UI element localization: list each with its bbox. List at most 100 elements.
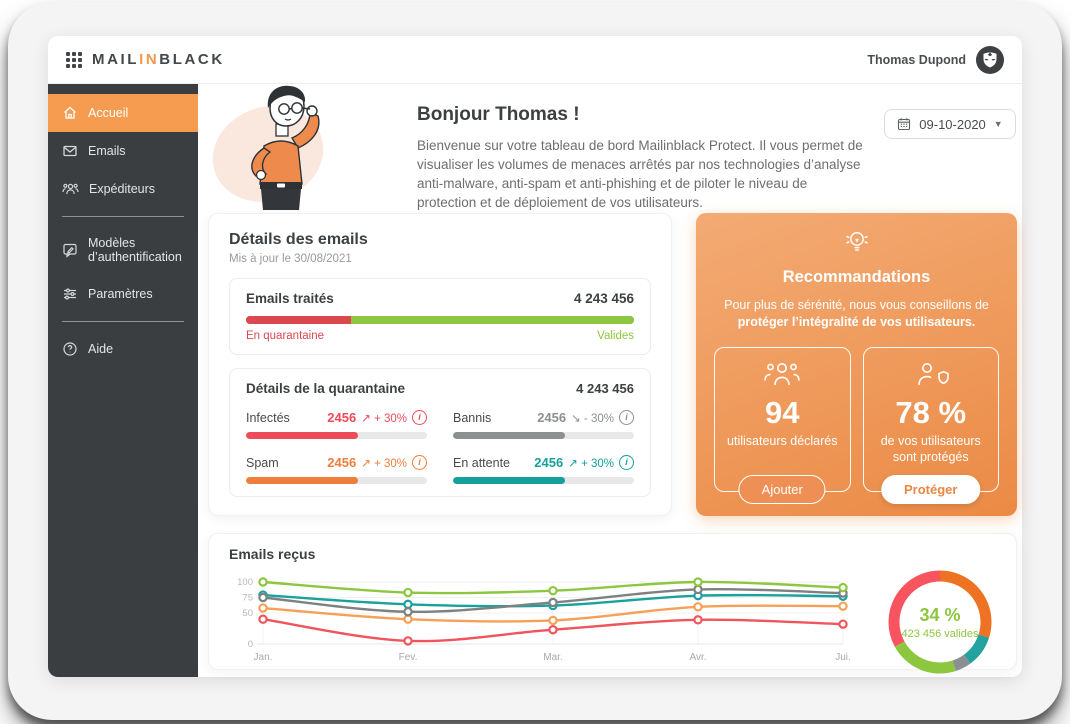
avatar[interactable]: [976, 45, 1004, 74]
sidebar-item-expediteurs[interactable]: Expéditeurs: [48, 170, 198, 208]
greeting-block: Bonjour Thomas ! Bienvenue sur votre tab…: [417, 104, 869, 212]
sidebar-item-aide[interactable]: Aide: [48, 330, 198, 368]
info-icon[interactable]: i: [412, 455, 427, 470]
svg-text:Jan.: Jan.: [254, 652, 273, 663]
auth-models-icon: [62, 242, 78, 258]
quarantine-label: En quarantaine: [246, 330, 325, 342]
svg-text:0: 0: [248, 639, 253, 650]
processed-bar: [246, 316, 634, 324]
valid-segment: [350, 316, 634, 324]
donut-chart: [888, 570, 992, 674]
details-updated: Mis à jour le 30/08/2021: [229, 253, 352, 265]
svg-text:100: 100: [237, 577, 253, 588]
protected-count: 78 %: [895, 395, 967, 430]
protected-label: de vos utilisateurs sont protégés: [880, 434, 981, 464]
quarantine-item-bannis: Bannis 2456 ↘ - 30% i: [453, 410, 634, 439]
welcome-illustration: [206, 78, 354, 210]
user-shield-icon: [917, 363, 949, 386]
home-icon: [62, 105, 78, 121]
declared-users-card: 94 utilisateurs déclarés Ajouter: [714, 347, 851, 504]
user-name: Thomas Dupond: [867, 52, 966, 67]
main-content: Bonjour Thomas ! Bienvenue sur votre tab…: [198, 84, 1022, 677]
recommendations-title: Recommandations: [782, 268, 931, 286]
valid-emails-donut: 34 % 423 456 valides: [884, 566, 996, 678]
quarantine-title: Détails de la quarantaine: [246, 381, 406, 396]
details-title: Détails des emails: [229, 231, 368, 248]
recommendations-body: Pour plus de sérénité, nous vous conseil…: [724, 298, 989, 329]
sidebar-item-label: Expéditeurs: [89, 182, 156, 196]
item-label: Spam: [246, 455, 279, 470]
protected-users-card: 78 % de vos utilisateurs sont protégés P…: [862, 347, 999, 504]
emails-processed-box: Emails traités 4 243 456 En quarantaine …: [229, 278, 651, 355]
users-group-icon: [764, 363, 801, 386]
item-bar: [453, 477, 566, 484]
date-value: 09-10-2020: [919, 116, 986, 132]
svg-text:50: 50: [242, 608, 253, 619]
svg-text:Avr.: Avr.: [689, 652, 706, 663]
sidebar-item-label: Paramètres: [88, 287, 153, 301]
sidebar-divider: [62, 321, 184, 322]
sidebar-item-label: Modèles d’authentification: [88, 236, 182, 264]
item-value: 2456: [534, 455, 564, 470]
logo-wordmark: MAILINBLACK: [92, 51, 225, 68]
svg-text:75: 75: [242, 593, 253, 604]
item-value: 2456: [327, 455, 357, 470]
svg-text:Fev.: Fev.: [399, 652, 418, 663]
app-header: MAILINBLACK Thomas Dupond: [48, 36, 1022, 84]
info-icon[interactable]: i: [412, 410, 427, 425]
item-bar: [246, 477, 359, 484]
processed-label: Emails traités: [246, 291, 334, 306]
sidebar-item-accueil[interactable]: Accueil: [48, 94, 198, 132]
item-bar: [246, 432, 359, 439]
add-users-button[interactable]: Ajouter: [738, 475, 826, 504]
grid-dots-icon: [66, 51, 82, 68]
mask-avatar-icon: [976, 45, 1004, 74]
declared-count: 94: [765, 395, 800, 430]
quarantine-item-spam: Spam 2456 ↗ + 30% i: [246, 455, 427, 484]
lightbulb-icon: [845, 232, 868, 251]
item-label: Bannis: [453, 410, 492, 425]
info-icon[interactable]: i: [619, 455, 634, 470]
trend-down-icon: ↘ - 30%: [571, 412, 614, 425]
item-label: Infectés: [246, 410, 290, 425]
settings-sliders-icon: [62, 286, 78, 302]
recommendations-card: Recommandations Pour plus de sérénité, n…: [696, 213, 1017, 516]
info-icon[interactable]: i: [619, 410, 634, 425]
item-label: En attente: [453, 455, 510, 470]
item-value: 2456: [537, 410, 567, 425]
date-picker[interactable]: 09-10-2020 ▼: [884, 109, 1016, 139]
sidebar-item-label: Emails: [88, 144, 126, 158]
app-window: MAILINBLACK Thomas Dupond Accueil: [48, 36, 1022, 677]
received-title: Emails reçus: [229, 546, 316, 562]
donut-percentage: 34 %: [919, 604, 961, 625]
greeting-body: Bienvenue sur votre tableau de bord Mail…: [417, 138, 863, 210]
sidebar: Accueil Emails Expéditeurs Modèles d’aut…: [48, 84, 198, 677]
emails-received-card: Emails reçus 0 50 75 100 Jan. Fev. Mar. Avr. Jui…: [208, 533, 1017, 674]
sidebar-divider: [62, 216, 184, 217]
svg-text:Jui.: Jui.: [835, 652, 851, 663]
donut-sublabel: 423 456 valides: [901, 627, 979, 640]
sidebar-item-label: Accueil: [88, 106, 129, 120]
mailinblack-logo: MAILINBLACK: [66, 51, 225, 68]
greeting-title: Bonjour Thomas !: [417, 104, 580, 125]
item-bar: [453, 432, 566, 439]
sidebar-item-emails[interactable]: Emails: [48, 132, 198, 170]
details-emails-card: Détails des emails Mis à jour le 30/08/2…: [208, 213, 672, 516]
sidebar-item-modeles-authentification[interactable]: Modèles d’authentification: [48, 225, 198, 275]
user-menu[interactable]: Thomas Dupond: [867, 45, 1004, 74]
svg-text:Mar.: Mar.: [543, 652, 562, 663]
emails-line-chart: 0 50 75 100 Jan. Fev. Mar. Avr. Jui.: [237, 577, 851, 663]
chevron-down-icon: ▼: [993, 119, 1003, 129]
protect-users-button[interactable]: Protéger: [881, 475, 981, 504]
item-value: 2456: [327, 410, 357, 425]
trend-up-icon: ↗ + 30%: [361, 457, 407, 470]
help-icon: [62, 341, 78, 357]
quarantine-segment: [246, 316, 351, 324]
valid-label: Valides: [597, 330, 634, 342]
sidebar-item-parametres[interactable]: Paramètres: [48, 275, 198, 313]
quarantine-total: 4 243 456: [576, 381, 634, 396]
trend-up-icon: ↗ + 30%: [361, 412, 407, 425]
calendar-icon: [898, 118, 911, 131]
quarantine-item-infectes: Infectés 2456 ↗ + 30% i: [246, 410, 427, 439]
sidebar-item-label: Aide: [88, 342, 114, 356]
